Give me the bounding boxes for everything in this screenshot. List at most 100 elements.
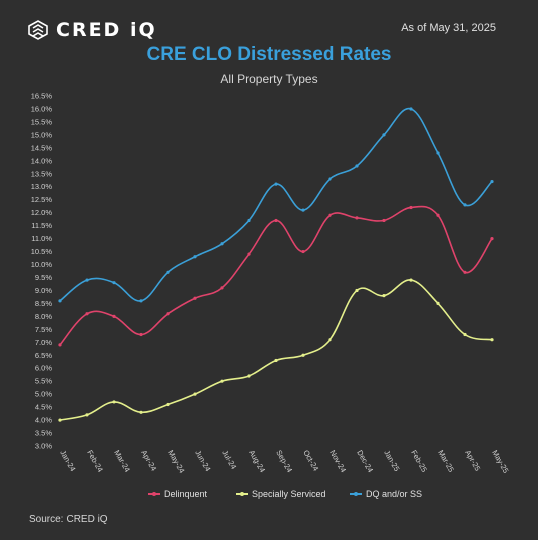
- legend: Delinquent Specially Serviced DQ and/or SS: [148, 489, 422, 499]
- data-point: [274, 358, 278, 363]
- data-point: [112, 314, 116, 318]
- legend-marker: [240, 492, 244, 496]
- x-tick-label: Mar-24: [112, 449, 132, 474]
- data-point: [463, 203, 467, 207]
- delinquent-line: [59, 205, 493, 346]
- data-point: [247, 252, 251, 256]
- data-point: [328, 338, 332, 342]
- data-point: [85, 413, 89, 417]
- y-tick-label: 14.0%: [31, 156, 53, 165]
- data-point: [112, 400, 116, 404]
- data-point: [490, 236, 494, 241]
- x-tick-label: Apr-24: [139, 449, 158, 473]
- data-point: [463, 332, 467, 337]
- y-tick-label: 16.5%: [31, 92, 53, 101]
- data-point: [463, 270, 467, 274]
- data-point: [382, 133, 386, 137]
- data-point: [85, 278, 89, 282]
- y-tick-label: 14.5%: [31, 143, 53, 152]
- data-point: [58, 343, 62, 347]
- data-point: [58, 299, 62, 303]
- y-tick-label: 15.5%: [31, 117, 53, 126]
- x-axis: Jan-24 Feb-24 Mar-24 Apr-24 May-24 Jun-24 Jul-…: [58, 449, 510, 475]
- cred-iq-logo-icon: [28, 20, 48, 40]
- data-point: [139, 410, 143, 414]
- data-point: [247, 218, 251, 223]
- data-point: [355, 164, 359, 168]
- y-tick-label: 5.5%: [35, 377, 52, 386]
- x-tick-label: Aug-24: [247, 449, 267, 474]
- series-lines: [58, 107, 494, 422]
- x-tick-label: Feb-24: [85, 449, 105, 474]
- source-value: CRED iQ: [66, 514, 108, 525]
- y-tick-label: 7.5%: [35, 325, 52, 334]
- y-tick-label: 8.5%: [35, 299, 52, 308]
- data-point: [409, 107, 413, 111]
- data-point: [274, 218, 278, 223]
- y-tick-label: 7.0%: [35, 338, 52, 347]
- data-point: [355, 288, 359, 293]
- dq-and-or-ss-line: [59, 107, 493, 302]
- data-point: [409, 205, 413, 210]
- source-note: Source: CRED iQ: [26, 514, 108, 525]
- y-tick-label: 8.0%: [35, 312, 52, 321]
- x-tick-label: Mar-25: [436, 449, 456, 474]
- legend-label: Delinquent: [164, 489, 208, 499]
- data-point: [112, 281, 116, 285]
- data-point: [85, 312, 89, 316]
- data-point: [193, 392, 197, 396]
- y-tick-label: 12.5%: [31, 195, 53, 204]
- y-tick-label: 10.0%: [31, 260, 53, 269]
- data-point: [301, 353, 305, 357]
- data-point: [166, 402, 170, 407]
- data-point: [166, 270, 170, 274]
- y-tick-label: 4.0%: [35, 416, 52, 425]
- x-tick-label: Jun-24: [193, 449, 212, 473]
- data-point: [139, 332, 143, 337]
- y-tick-label: 11.0%: [31, 234, 52, 243]
- logo: CRED iQ: [26, 18, 157, 42]
- data-point: [58, 418, 62, 422]
- source-label: Source:: [29, 514, 64, 525]
- legend-label: DQ and/or SS: [366, 489, 422, 499]
- y-tick-label: 9.0%: [35, 286, 52, 295]
- legend-marker: [152, 492, 156, 496]
- data-point: [490, 179, 494, 184]
- y-tick-label: 12.0%: [31, 208, 53, 217]
- x-tick-label: Oct-24: [301, 449, 320, 473]
- x-tick-label: May-25: [490, 449, 510, 475]
- data-point: [301, 249, 305, 254]
- x-tick-label: Jan-25: [382, 449, 401, 473]
- as-of-date: As of May 31, 2025: [401, 22, 496, 34]
- data-point: [301, 208, 305, 212]
- y-tick-label: 6.5%: [35, 351, 52, 360]
- y-tick-label: 15.0%: [31, 130, 53, 139]
- data-point: [220, 379, 224, 383]
- data-point: [139, 299, 143, 303]
- data-point: [328, 213, 332, 217]
- data-point: [436, 151, 440, 155]
- y-tick-label: 5.0%: [35, 390, 52, 399]
- data-point: [247, 374, 251, 378]
- data-point: [382, 218, 386, 223]
- y-tick-label: 16.0%: [31, 104, 53, 113]
- data-point: [193, 255, 197, 259]
- data-point: [220, 242, 224, 246]
- y-tick-label: 9.5%: [35, 273, 52, 282]
- x-tick-label: Nov-24: [328, 449, 348, 474]
- y-tick-label: 3.0%: [35, 442, 52, 451]
- y-tick-label: 6.0%: [35, 364, 52, 373]
- data-point: [220, 286, 224, 290]
- x-tick-label: May-24: [166, 449, 186, 475]
- data-point: [355, 216, 359, 220]
- y-axis: 3.0% 3.5% 4.0% 4.5% 5.0% 5.5% 6.0% 6.5% 7.0% 7.5%…: [31, 92, 53, 451]
- x-tick-label: Apr-25: [463, 449, 482, 473]
- x-tick-label: Jul-24: [220, 449, 238, 471]
- y-tick-label: 13.5%: [31, 169, 53, 178]
- data-point: [166, 312, 170, 316]
- data-point: [382, 294, 386, 298]
- y-tick-label: 13.0%: [31, 182, 53, 191]
- data-point: [193, 296, 197, 300]
- y-tick-label: 10.5%: [31, 247, 53, 256]
